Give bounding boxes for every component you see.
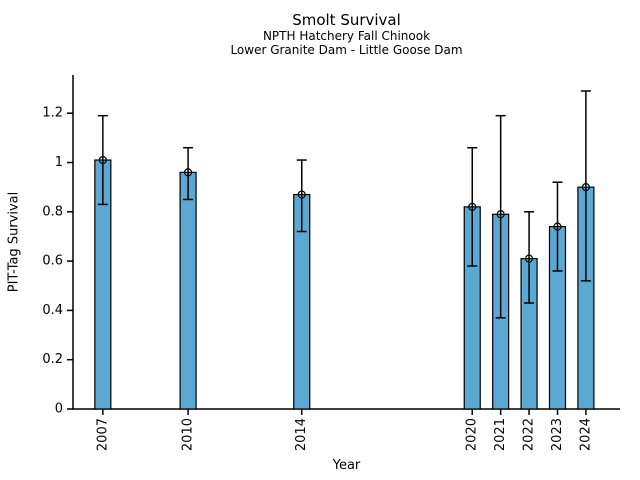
y-tick-label: 1 <box>55 155 63 170</box>
y-tick-label: 0.2 <box>42 352 63 367</box>
chart-subtitle-line1: NPTH Hatchery Fall Chinook <box>262 29 431 43</box>
y-tick-label: 1.2 <box>42 106 63 121</box>
x-tick-label: 2020 <box>465 418 480 451</box>
x-tick-label: 2007 <box>95 418 110 451</box>
x-axis-label: Year <box>332 458 361 473</box>
y-tick-label: 0 <box>55 402 63 417</box>
data-point-marker-2023 <box>553 222 562 231</box>
x-tick-label: 2022 <box>522 418 537 451</box>
data-point-marker-2022 <box>524 254 534 263</box>
y-tick-label: 0.4 <box>42 303 63 318</box>
data-point-marker-2010 <box>183 168 193 177</box>
x-tick-label: 2023 <box>550 418 565 451</box>
x-tick-label: 2024 <box>578 418 593 451</box>
x-tick-label: 2010 <box>181 418 196 451</box>
data-point-marker-2024 <box>581 183 591 192</box>
y-tick-label: 0.8 <box>42 204 63 219</box>
data-point-marker-2020 <box>468 202 477 211</box>
x-tick-label: 2021 <box>493 418 508 451</box>
y-tick-label: 0.6 <box>42 254 63 269</box>
y-axis-label: PIT-Tag Survival <box>6 191 22 293</box>
chart-subtitle-line2: Lower Granite Dam - Little Goose Dam <box>230 43 463 57</box>
data-point-marker-2021 <box>496 210 505 219</box>
data-point-marker-2007 <box>98 155 107 165</box>
x-tick-label: 2014 <box>294 418 309 451</box>
data-point-marker-2014 <box>297 190 306 199</box>
chart-title: Smolt Survival <box>292 11 401 29</box>
bar-2010 <box>179 171 197 410</box>
